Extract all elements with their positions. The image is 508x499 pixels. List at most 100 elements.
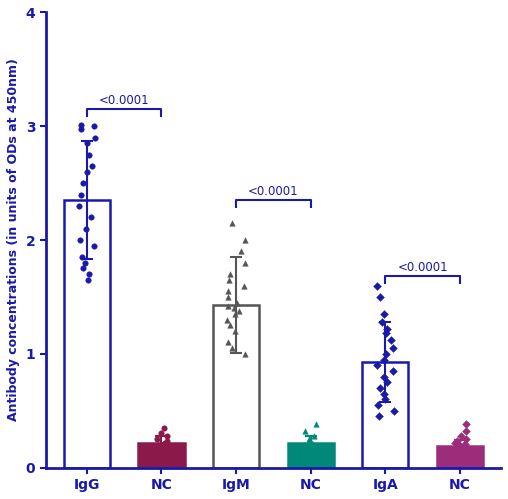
Point bbox=[382, 350, 390, 358]
Point bbox=[373, 361, 381, 369]
Text: <0.0001: <0.0001 bbox=[248, 185, 299, 198]
Point bbox=[85, 270, 93, 278]
Point bbox=[161, 447, 169, 455]
Point bbox=[380, 390, 389, 398]
Text: <0.0001: <0.0001 bbox=[99, 94, 149, 107]
Point bbox=[454, 444, 462, 452]
Point bbox=[451, 451, 459, 459]
Point bbox=[241, 350, 249, 358]
Point bbox=[163, 438, 171, 446]
Point bbox=[453, 448, 461, 456]
Point bbox=[163, 432, 171, 440]
Point bbox=[235, 306, 243, 314]
Point bbox=[383, 325, 391, 333]
Point bbox=[160, 455, 168, 463]
Point bbox=[457, 447, 465, 455]
Point bbox=[163, 452, 171, 460]
Point bbox=[376, 384, 384, 392]
Point bbox=[224, 338, 232, 346]
Point bbox=[160, 451, 168, 459]
Point bbox=[79, 264, 87, 272]
Point bbox=[231, 310, 239, 318]
Point bbox=[305, 447, 313, 455]
Point bbox=[382, 329, 390, 337]
Point bbox=[302, 449, 310, 457]
Point bbox=[310, 432, 319, 440]
Point bbox=[78, 253, 86, 261]
Point bbox=[379, 310, 388, 318]
Point bbox=[228, 344, 236, 352]
Point bbox=[307, 442, 315, 450]
Point bbox=[373, 281, 382, 289]
Point bbox=[154, 450, 163, 458]
Point bbox=[224, 293, 232, 301]
Point bbox=[304, 438, 312, 446]
Bar bbox=[138, 443, 184, 468]
Point bbox=[313, 444, 322, 452]
Point bbox=[309, 454, 317, 462]
Point bbox=[231, 327, 239, 335]
Point bbox=[380, 395, 389, 403]
Point bbox=[453, 438, 461, 446]
Point bbox=[160, 440, 168, 448]
Bar bbox=[213, 305, 259, 468]
Point bbox=[461, 427, 469, 435]
Point bbox=[160, 444, 168, 452]
Point bbox=[91, 134, 99, 142]
Point bbox=[453, 446, 461, 454]
Point bbox=[88, 162, 96, 170]
Point bbox=[233, 298, 241, 306]
Point bbox=[462, 420, 470, 428]
Point bbox=[311, 420, 320, 428]
Bar bbox=[362, 362, 408, 468]
Point bbox=[90, 242, 98, 250]
Point bbox=[79, 179, 87, 187]
Point bbox=[165, 441, 173, 449]
Point bbox=[312, 452, 321, 460]
Point bbox=[151, 449, 160, 457]
Point bbox=[377, 318, 386, 326]
Point bbox=[313, 451, 322, 459]
Point bbox=[228, 219, 236, 227]
Point bbox=[301, 448, 309, 456]
Point bbox=[81, 225, 89, 233]
Point bbox=[306, 446, 314, 454]
Point bbox=[224, 302, 232, 310]
Point bbox=[387, 336, 395, 344]
Point bbox=[240, 281, 248, 289]
Point bbox=[163, 446, 171, 454]
Point bbox=[462, 435, 470, 443]
Point bbox=[456, 442, 464, 450]
Point bbox=[313, 450, 322, 458]
Point bbox=[301, 427, 309, 435]
Point bbox=[376, 293, 384, 301]
Point bbox=[152, 435, 161, 443]
Point bbox=[77, 121, 85, 129]
Point bbox=[455, 441, 463, 449]
Point bbox=[237, 248, 245, 255]
Point bbox=[461, 440, 469, 448]
Point bbox=[390, 344, 398, 352]
Point bbox=[389, 367, 397, 375]
Point bbox=[75, 202, 83, 210]
Point bbox=[157, 430, 166, 438]
Point bbox=[83, 168, 91, 176]
Point bbox=[383, 378, 391, 386]
Point bbox=[161, 439, 169, 447]
Point bbox=[304, 435, 312, 443]
Point bbox=[380, 373, 388, 381]
Point bbox=[310, 443, 318, 451]
Point bbox=[226, 270, 234, 278]
Point bbox=[449, 449, 457, 457]
Point bbox=[81, 259, 89, 267]
Point bbox=[241, 259, 249, 267]
Point bbox=[241, 236, 249, 244]
Point bbox=[150, 448, 158, 456]
Point bbox=[380, 356, 388, 364]
Point bbox=[150, 443, 158, 451]
Point bbox=[154, 442, 162, 450]
Point bbox=[308, 439, 316, 447]
Point bbox=[451, 455, 459, 463]
Point bbox=[90, 122, 98, 130]
Point bbox=[457, 432, 465, 440]
